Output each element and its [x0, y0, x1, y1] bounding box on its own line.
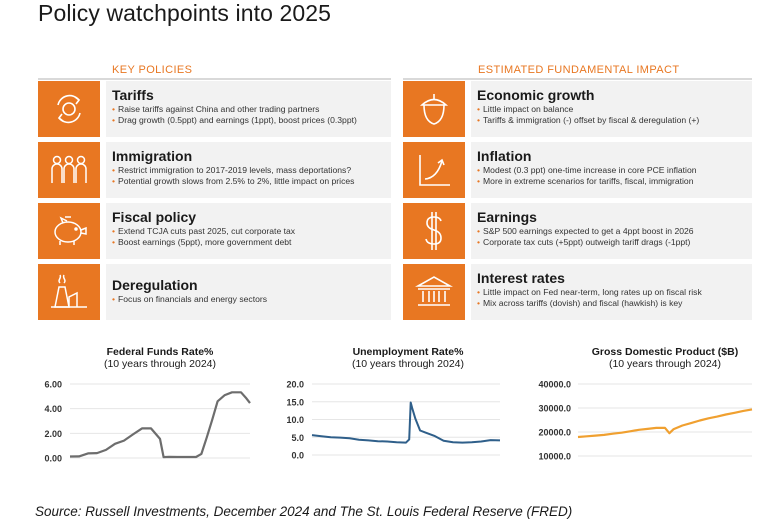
people-icon: [38, 142, 100, 198]
impact-card-rates: Interest rates • Little impact on Fed nea…: [403, 264, 752, 320]
policy-title: Fiscal policy: [112, 209, 197, 225]
impact-title: Earnings: [477, 209, 537, 225]
impact-bullet: • Corporate tax cuts (+5ppt) outweigh tar…: [477, 237, 691, 247]
impact-bullet: • S&P 500 earnings expected to get a 4ppt…: [477, 226, 694, 236]
y-tick-label: 0.0: [291, 451, 304, 461]
impact-title: Interest rates: [477, 270, 565, 286]
unemployment-plot: 0.0 5.0 10.0 15.0 20.0: [286, 380, 501, 461]
policy-bullet: • Focus on financials and energy sectors: [112, 294, 268, 304]
fed-funds-plot: 0.00 2.00 4.00 6.00: [44, 380, 251, 464]
policy-card-tariffs: Tariffs • Raise tariffs against China and…: [38, 81, 391, 137]
piggy-bank-icon: [38, 203, 100, 259]
divider-left: [38, 78, 391, 80]
chart-title-gdp: Gross Domestic Product ($B) (10 years th…: [565, 346, 765, 370]
chart-title-unemployment: Unemployment Rate% (10 years through 202…: [318, 346, 498, 370]
y-tick-label: 30000.0: [538, 404, 571, 414]
y-tick-label: 40000.0: [538, 380, 571, 390]
policy-bullet: • Restrict immigration to 2017-2019 level…: [112, 165, 352, 175]
policy-card-immigration: Immigration • Restrict immigration to 201…: [38, 142, 391, 198]
bank-building-icon: [403, 264, 465, 320]
impact-card-earnings: Earnings • S&P 500 earnings expected to g…: [403, 203, 752, 259]
y-tick-label: 15.0: [286, 397, 304, 407]
policy-card-deregulation: Deregulation • Focus on financials and en…: [38, 264, 391, 320]
chart-title-text: Federal Funds Rate%: [106, 346, 214, 358]
y-tick-label: 10000.0: [538, 452, 571, 462]
y-tick-label: 2.00: [44, 429, 62, 439]
policy-title: Deregulation: [112, 277, 198, 293]
impact-title: Economic growth: [477, 87, 595, 103]
y-tick-label: 20000.0: [538, 428, 571, 438]
y-tick-label: 10.0: [286, 415, 304, 425]
chart-subtitle: (10 years through 2024): [103, 358, 217, 370]
chart-subtitle: (10 years through 2024): [351, 358, 465, 370]
policy-bullet: • Extend TCJA cuts past 2025, cut corpora…: [112, 226, 296, 236]
y-tick-label: 0.00: [44, 454, 62, 464]
policy-bullet: • Raise tariffs against China and other t…: [112, 104, 320, 114]
source-note: Source: Russell Investments, December 20…: [35, 504, 573, 519]
divider-right: [403, 78, 752, 80]
policy-bullet: • Boost earnings (5ppt), more government …: [112, 237, 292, 247]
impact-bullet: • Mix across tariffs (dovish) and fiscal …: [477, 298, 683, 308]
y-tick-label: 20.0: [286, 380, 304, 390]
impact-bullet: • Modest (0.3 ppt) one-time increase in c…: [477, 165, 697, 175]
rising-chart-icon: [403, 142, 465, 198]
policy-title: Tariffs: [112, 87, 154, 103]
y-tick-label: 5.0: [291, 433, 304, 443]
impact-bullet: • Tariffs & immigration (-) offset by fis…: [477, 115, 700, 125]
impact-card-inflation: Inflation • Modest (0.3 ppt) one-time inc…: [403, 142, 752, 198]
policy-title: Immigration: [112, 148, 193, 164]
section-header-impact: ESTIMATED FUNDAMENTAL IMPACT: [478, 64, 680, 76]
impact-bullet: • Little impact on balance: [477, 104, 574, 114]
impact-bullet: • More in extreme scenarios for tariffs, …: [477, 176, 694, 186]
y-tick-label: 4.00: [44, 404, 62, 414]
policy-bullet: • Potential growth slows from 2.5% to 2%,…: [112, 176, 355, 186]
y-tick-label: 6.00: [44, 380, 62, 390]
section-header-key-policies: KEY POLICIES: [112, 64, 193, 76]
dollar-icon: [403, 203, 465, 259]
chart-subtitle: (10 years through 2024): [608, 358, 722, 370]
gdp-series-line: [577, 408, 753, 439]
acorn-icon: [403, 81, 465, 137]
chart-title-text: Gross Domestic Product ($B): [591, 346, 739, 358]
chart-title-fed-funds: Federal Funds Rate% (10 years through 20…: [70, 346, 250, 370]
unemployment-series-line: [311, 401, 501, 444]
impact-title: Inflation: [477, 148, 532, 164]
impact-bullet: • Little impact on Fed near-term, long ra…: [477, 287, 702, 297]
fed-funds-series-line: [69, 391, 251, 459]
chart-title-text: Unemployment Rate%: [352, 346, 464, 358]
policy-card-fiscal: Fiscal policy • Extend TCJA cuts past 202…: [38, 203, 391, 259]
cycle-arrows-icon: [38, 81, 100, 137]
page-title: Policy watchpoints into 2025: [38, 0, 332, 26]
factory-icon: [38, 264, 100, 320]
policy-bullet: • Drag growth (0.5ppt) and earnings (1ppt…: [112, 115, 357, 125]
impact-card-growth: Economic growth • Little impact on balanc…: [403, 81, 752, 137]
gdp-plot: 10000.0 20000.0 30000.0 40000.0: [538, 380, 753, 462]
